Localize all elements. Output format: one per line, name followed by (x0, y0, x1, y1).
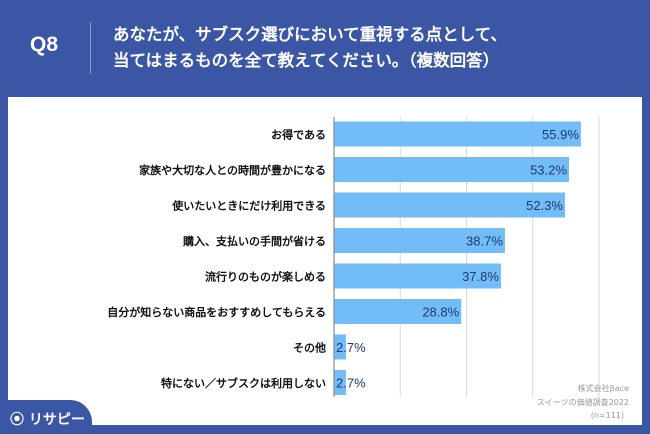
value-label: 52.3% (526, 198, 563, 213)
header-divider (90, 22, 91, 74)
sample-size: (n=111) (590, 411, 624, 420)
survey-note: スイーツの価値調査2022 (536, 398, 629, 407)
category-label: その他 (293, 341, 326, 355)
category-label: 特にない／サブスクは利用しない (161, 376, 326, 390)
bar (334, 299, 462, 324)
bar (334, 121, 581, 147)
bar (334, 157, 569, 182)
logo-text: リサピー (28, 412, 85, 428)
category-label: お得である (271, 128, 326, 142)
value-label: 2.7% (336, 340, 366, 355)
bar (334, 370, 346, 395)
bar (334, 334, 346, 360)
bar (334, 263, 501, 289)
chart-panel (8, 97, 642, 425)
title-line-1: あなたが、サブスク選びにおいて重視する点として、 (113, 25, 507, 44)
category-label: 流行りのものが楽しめる (205, 270, 326, 284)
category-label: 購入、支払いの手間が省ける (182, 234, 326, 248)
question-number: Q8 (30, 33, 59, 56)
pin-icon: ⦿ (10, 412, 24, 428)
brand-logo: ⦿ リサピー (0, 400, 92, 434)
value-label: 38.7% (466, 234, 503, 249)
value-label: 53.2% (530, 163, 567, 178)
category-label: 使いたいときにだけ利用できる (171, 199, 326, 213)
question-title: あなたが、サブスク選びにおいて重視する点として、 当てはまるものを全て教えてくださ… (113, 22, 507, 74)
value-label: 28.8% (422, 305, 459, 320)
value-label: 2.7% (336, 376, 366, 391)
value-label: 55.9% (542, 127, 579, 142)
category-label: 家族や大切な人との時間が豊かになる (139, 163, 326, 177)
bar (334, 192, 565, 218)
title-line-2: 当てはまるものを全て教えてください。（複数回答） (113, 51, 500, 70)
company-note: 株式会社βace (577, 384, 629, 393)
value-label: 37.8% (462, 269, 499, 284)
category-label: 自分が知らない商品をおすすめしてもらえる (107, 305, 326, 319)
bar (334, 228, 505, 253)
